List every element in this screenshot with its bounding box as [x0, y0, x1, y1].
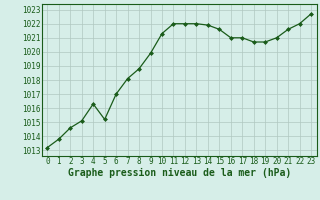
X-axis label: Graphe pression niveau de la mer (hPa): Graphe pression niveau de la mer (hPa): [68, 168, 291, 178]
